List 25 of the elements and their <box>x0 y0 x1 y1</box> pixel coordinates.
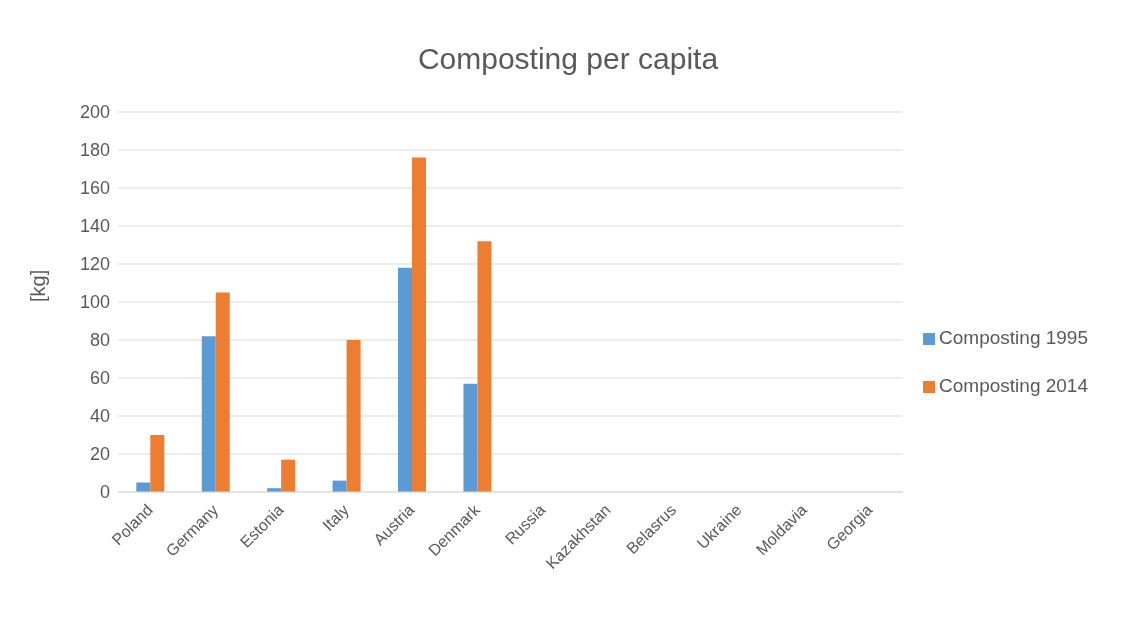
bar <box>215 292 230 492</box>
y-tick-label: 160 <box>79 178 110 199</box>
chart-title: Composting per capita <box>416 41 720 77</box>
bar <box>477 241 492 492</box>
y-tick-label: 20 <box>89 444 110 465</box>
y-tick-label: 200 <box>79 102 110 123</box>
bar <box>150 435 165 492</box>
bar <box>412 157 427 492</box>
bar <box>398 267 413 492</box>
bar <box>201 336 216 492</box>
legend-label: Composting 1995 <box>939 327 1088 348</box>
y-axis-title: [kg] <box>27 269 50 302</box>
y-tick-label: 180 <box>79 140 110 161</box>
x-tick-label: Italy <box>319 501 353 534</box>
legend-label: Composting 2014 <box>939 375 1088 396</box>
y-tick-label: 80 <box>89 330 110 351</box>
bar <box>281 459 296 492</box>
y-tick-label: 100 <box>79 292 110 313</box>
y-tick-label: 60 <box>89 368 110 389</box>
bar <box>463 383 478 492</box>
y-tick-label: 40 <box>89 406 110 427</box>
y-tick-label: 120 <box>79 254 110 275</box>
y-tick-label: 140 <box>79 216 110 237</box>
bar <box>346 340 361 492</box>
y-tick-label: 0 <box>99 482 110 503</box>
